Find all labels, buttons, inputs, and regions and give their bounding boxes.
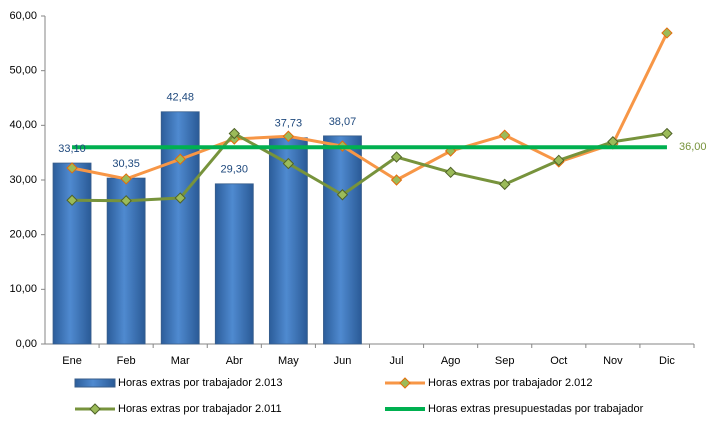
x-tick-label: Feb — [117, 355, 136, 367]
marker — [499, 178, 511, 191]
x-tick-label: May — [278, 355, 299, 367]
x-tick-label: Abr — [226, 355, 243, 367]
x-tick-label: Ago — [441, 355, 461, 367]
marker — [282, 130, 295, 142]
marker — [499, 129, 511, 141]
bar — [160, 111, 200, 345]
legend-label: Horas extras por trabajador 2.012 — [428, 377, 592, 389]
x-tick-label: Sep — [495, 355, 515, 367]
marker — [174, 192, 186, 204]
marker — [661, 27, 673, 39]
marker — [444, 166, 457, 179]
marker — [66, 194, 78, 206]
data-label: 36,00 — [679, 141, 707, 153]
x-tick-label: Dic — [659, 355, 675, 367]
x-tick-label: Ene — [62, 355, 82, 367]
y-tick-label: 60,00 — [9, 10, 37, 22]
marker — [174, 153, 186, 165]
marker — [120, 173, 132, 185]
y-tick-label: 50,00 — [9, 65, 37, 77]
series-line — [71, 32, 669, 182]
data-label: 30,35 — [112, 158, 140, 170]
bar — [52, 162, 92, 345]
data-label: 37,73 — [275, 118, 303, 130]
data-label: 42,48 — [166, 92, 194, 104]
legend-label: Horas extras por trabajador 2.013 — [118, 377, 282, 389]
data-label: 29,30 — [221, 164, 249, 176]
x-tick-label: Jul — [390, 355, 404, 367]
legend-marker — [399, 377, 411, 389]
marker — [282, 157, 295, 170]
y-tick-label: 40,00 — [9, 119, 37, 131]
x-tick-label: Nov — [603, 355, 623, 367]
marker — [553, 154, 565, 167]
bar — [214, 183, 254, 345]
x-tick-label: Mar — [171, 355, 190, 367]
marker — [390, 174, 403, 186]
y-tick-label: 0,00 — [16, 338, 37, 350]
legend-label: Horas extras por trabajador 2.011 — [118, 403, 282, 415]
marker — [390, 151, 403, 163]
marker — [228, 127, 240, 140]
y-tick-label: 20,00 — [9, 229, 37, 241]
x-tick-label: Jun — [334, 355, 352, 367]
marker — [336, 189, 349, 201]
marker — [661, 127, 673, 140]
legend-label: Horas extras presupuestadas por trabajad… — [428, 403, 644, 415]
series-line — [72, 132, 668, 203]
y-tick-label: 30,00 — [9, 174, 37, 186]
y-tick-label: 10,00 — [9, 283, 37, 295]
data-label: 33,10 — [58, 143, 86, 155]
x-tick-label: Oct — [550, 355, 567, 367]
bar — [323, 135, 362, 345]
marker — [120, 195, 132, 207]
marker — [66, 162, 78, 174]
bar — [106, 177, 146, 345]
legend-swatch — [74, 378, 116, 388]
data-label: 38,07 — [329, 116, 357, 128]
legend-marker — [89, 403, 101, 415]
